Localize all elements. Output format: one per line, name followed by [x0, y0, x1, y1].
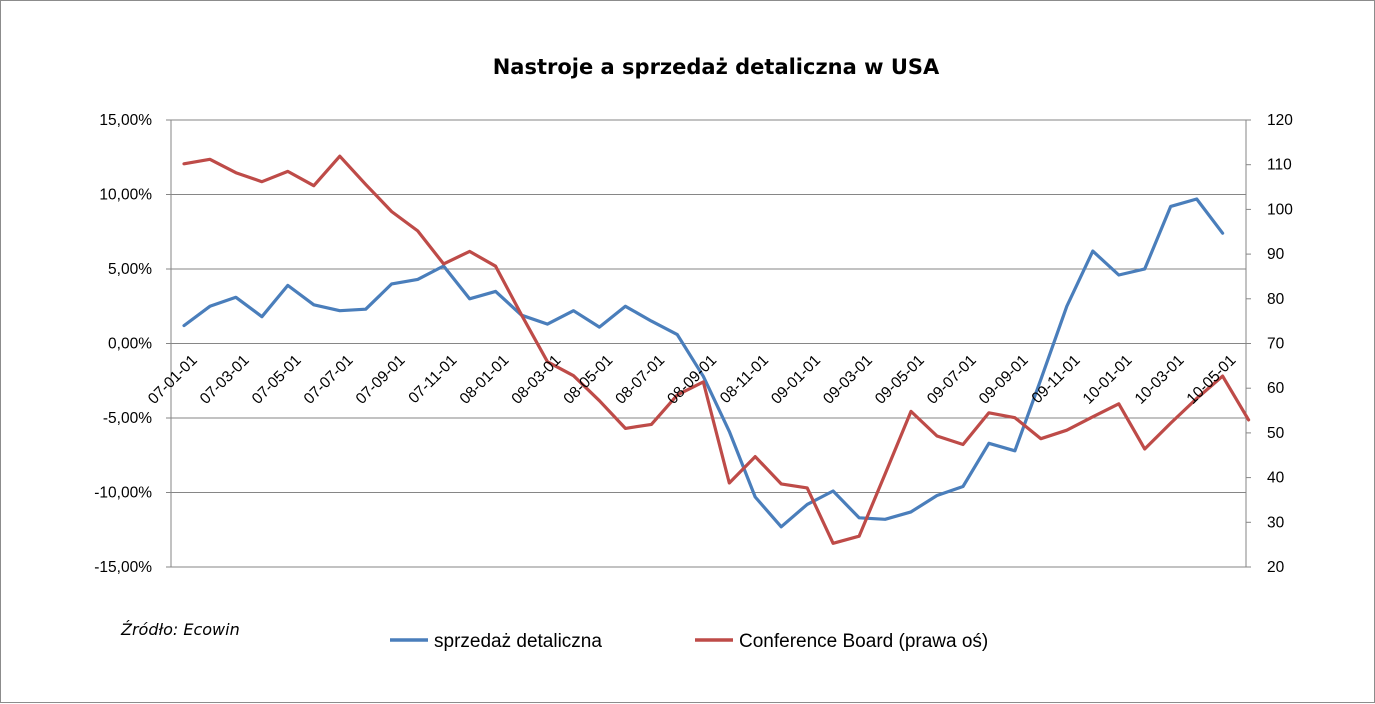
- source-note: Źródło: Ecowin: [120, 620, 240, 639]
- x-tick-label-2: 07-05-01: [249, 352, 305, 408]
- grid-lines: [171, 119, 1246, 568]
- x-tick-label-15: 09-07-01: [924, 352, 980, 408]
- y-right-tick-label-1: 110: [1267, 157, 1292, 174]
- y-left-tick-label-0: 15,00%: [99, 112, 152, 129]
- x-tick-label-18: 10-01-01: [1080, 352, 1136, 408]
- x-tick-label-0: 07-01-01: [145, 352, 201, 408]
- y-right-tick-label-7: 50: [1267, 425, 1285, 442]
- y-right-tick-labels: 120 110 100 90 80 70 60 50 40 30 20: [1267, 112, 1293, 576]
- x-tick-label-19: 10-03-01: [1132, 352, 1188, 408]
- y-right-tick-label-8: 40: [1267, 470, 1285, 487]
- x-tick-label-7: 08-03-01: [508, 352, 564, 408]
- series-line-1: [182, 197, 1225, 529]
- legend-label-2: Conference Board (prawa oś): [739, 631, 988, 652]
- x-tick-label-17: 09-11-01: [1029, 352, 1084, 407]
- y-right-tick-label-10: 20: [1267, 559, 1285, 576]
- x-tick-label-6: 08-01-01: [457, 352, 513, 408]
- x-tick-label-3: 07-07-01: [301, 352, 357, 408]
- y-right-tick-label-5: 70: [1267, 336, 1285, 353]
- y-right-tick-label-2: 100: [1267, 201, 1293, 218]
- y-left-tick-label-1: 10,00%: [99, 187, 152, 204]
- y-left-tick-label-3: 0,00%: [108, 336, 152, 353]
- x-tick-label-8: 08-05-01: [560, 352, 616, 408]
- x-tick-label-16: 09-09-01: [976, 352, 1032, 408]
- x-tick-label-5: 07-11-01: [405, 352, 460, 407]
- y-left-tick-label-6: -15,00%: [94, 559, 152, 576]
- x-tick-label-9: 08-07-01: [612, 352, 668, 408]
- legend: sprzedaż detaliczna Conference Board (pra…: [390, 631, 988, 652]
- y-right-tick-label-9: 30: [1267, 514, 1285, 531]
- x-tick-label-4: 07-09-01: [353, 352, 409, 408]
- x-tick-label-11: 08-11-01: [717, 352, 772, 407]
- x-tick-label-20: 10-05-01: [1184, 352, 1240, 408]
- x-tick-label-13: 09-03-01: [820, 352, 876, 408]
- y-right-tick-label-4: 80: [1267, 291, 1285, 308]
- y-right-tick-label-3: 90: [1267, 246, 1285, 263]
- axes: [166, 119, 1251, 568]
- x-tick-label-12: 09-01-01: [768, 352, 824, 408]
- y-left-tick-labels: 15,00% 10,00% 5,00% 0,00% -5,00% -10,00% -15,0…: [94, 112, 152, 576]
- y-right-tick-label-0: 120: [1267, 112, 1293, 129]
- legend-label-1: sprzedaż detaliczna: [434, 631, 602, 652]
- series-lines: [182, 154, 1251, 545]
- x-tick-label-14: 09-05-01: [872, 352, 928, 408]
- chart-title: Nastroje a sprzedaż detaliczna w USA: [493, 55, 940, 79]
- series-line-2: [182, 154, 1251, 545]
- y-left-tick-label-2: 5,00%: [108, 261, 152, 278]
- x-tick-label-1: 07-03-01: [197, 352, 253, 408]
- y-left-tick-label-5: -10,00%: [94, 485, 152, 502]
- y-left-tick-label-4: -5,00%: [103, 410, 152, 427]
- y-right-tick-label-6: 60: [1267, 380, 1285, 397]
